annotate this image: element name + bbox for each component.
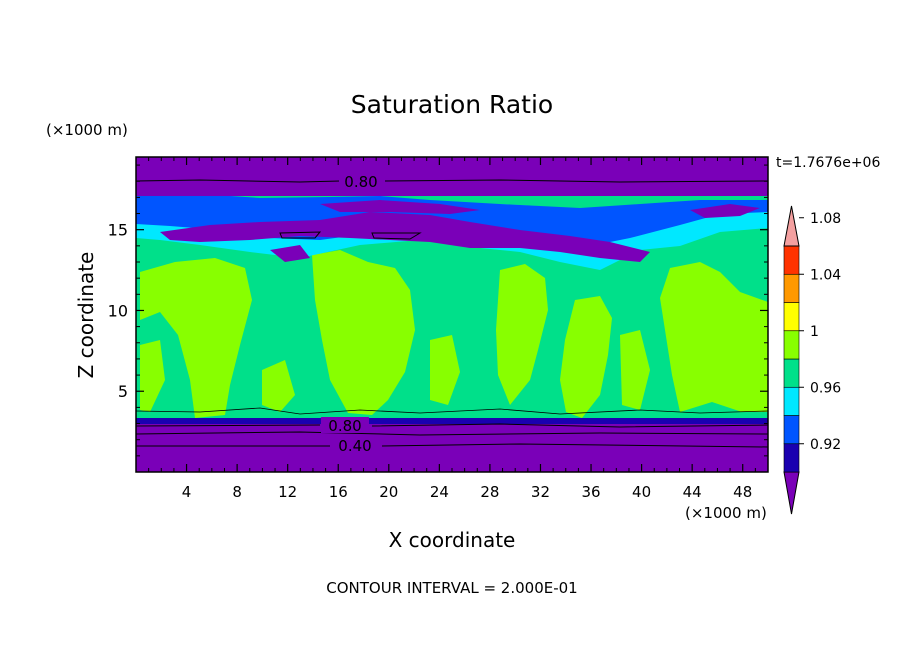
y-tick-label: 5 xyxy=(118,382,128,401)
x-tick-label: 12 xyxy=(278,483,297,501)
colorbar-lower-extension xyxy=(783,471,800,515)
colorbar-swatch xyxy=(783,302,800,332)
contour-label-bottom: 0.40 xyxy=(338,437,371,455)
x-tick-label: 36 xyxy=(581,483,600,501)
colorbar-swatch xyxy=(783,330,800,360)
colorbar-label: 0.92 xyxy=(810,437,841,453)
chart-title: Saturation Ratio xyxy=(351,90,553,119)
y-axis-unit: (×1000 m) xyxy=(46,121,128,139)
colorbar-swatch xyxy=(783,245,800,275)
upper-dry-layer xyxy=(136,157,768,196)
colorbar-upper-extension xyxy=(783,205,800,247)
contour-label-lower: 0.80 xyxy=(328,417,361,435)
colorbar-label: 1 xyxy=(810,324,819,340)
x-tick-label: 28 xyxy=(480,483,499,501)
colorbar-label: 1.04 xyxy=(810,267,841,283)
dry-streaks xyxy=(160,212,650,262)
x-tick-label: 4 xyxy=(182,483,192,501)
x-axis-ticks: 4 8 12 16 20 24 28 32 36 40 44 48 xyxy=(148,157,756,501)
colorbar-swatch xyxy=(783,386,800,416)
moist-patches xyxy=(140,207,768,418)
contour-labels: 0.80 0.80 0.40 xyxy=(321,172,384,455)
x-tick-label: 20 xyxy=(379,483,398,501)
time-label: t=1.7676e+06 xyxy=(776,155,880,171)
x-axis-unit: (×1000 m) xyxy=(685,504,767,522)
contour-lines xyxy=(136,179,768,448)
saturation-field xyxy=(136,157,768,472)
colorbar-swatch xyxy=(783,443,800,473)
colorbar-swatch xyxy=(783,273,800,303)
x-tick-label: 48 xyxy=(733,483,752,501)
x-tick-label: 40 xyxy=(632,483,651,501)
x-axis-label: X coordinate xyxy=(389,528,516,552)
y-tick-label: 10 xyxy=(108,301,128,320)
colorbar-label: 0.96 xyxy=(810,380,841,396)
colorbar: 0.92 0.96 1 1.04 1.08 xyxy=(783,205,841,515)
y-axis-label: Z coordinate xyxy=(74,252,98,379)
x-tick-label: 16 xyxy=(329,483,348,501)
contour-interval-footer: CONTOUR INTERVAL = 2.000E-01 xyxy=(326,579,577,597)
x-tick-label: 8 xyxy=(232,483,242,501)
colorbar-swatch xyxy=(783,415,800,445)
x-tick-label: 44 xyxy=(683,483,702,501)
contour-label-upper: 0.80 xyxy=(344,173,377,191)
x-tick-label: 24 xyxy=(430,483,449,501)
colorbar-swatch xyxy=(783,358,800,388)
colorbar-label: 1.08 xyxy=(810,211,841,227)
x-tick-label: 32 xyxy=(531,483,550,501)
y-tick-label: 15 xyxy=(108,221,128,240)
y-axis-ticks: 5 10 15 xyxy=(108,164,768,457)
